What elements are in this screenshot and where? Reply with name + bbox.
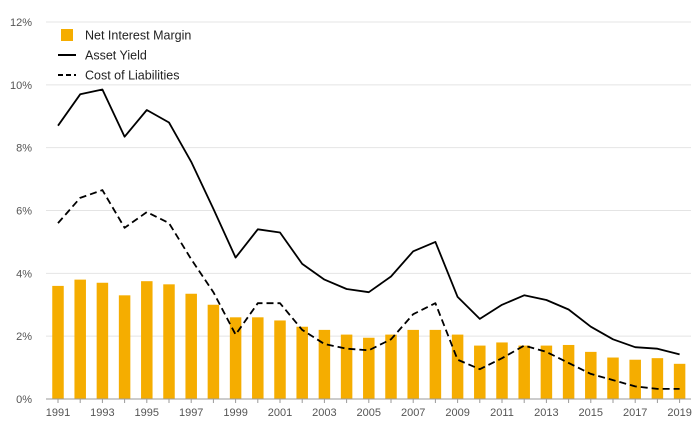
bar-2016 bbox=[607, 357, 619, 399]
bar-2000 bbox=[252, 317, 264, 399]
x-tick-label: 2015 bbox=[579, 407, 603, 419]
x-tick-label: 1993 bbox=[90, 407, 114, 419]
bar-1993 bbox=[96, 282, 109, 399]
bar-2005 bbox=[363, 337, 375, 399]
bar-1992 bbox=[74, 279, 86, 399]
legend: Net Interest Margin Asset Yield Cost of Li… bbox=[58, 29, 191, 83]
bar-2003 bbox=[318, 329, 331, 399]
bar-1997 bbox=[185, 293, 197, 399]
bar-2010 bbox=[474, 345, 486, 399]
bar-2001 bbox=[274, 320, 286, 399]
bar-2007 bbox=[407, 329, 419, 399]
y-tick-label: 0% bbox=[16, 394, 32, 406]
x-tick-label: 2011 bbox=[490, 407, 514, 419]
x-tick-label: 1999 bbox=[223, 407, 247, 419]
x-tick-label: 1991 bbox=[46, 407, 70, 419]
bar-1998 bbox=[207, 304, 220, 399]
grid bbox=[46, 21, 691, 337]
bar-1995 bbox=[141, 281, 153, 399]
legend-label-asset-yield: Asset Yield bbox=[85, 49, 147, 63]
bar-1996 bbox=[163, 284, 175, 399]
x-tick-label: 2007 bbox=[401, 407, 425, 419]
x-tick-label: 2019 bbox=[667, 407, 691, 419]
bar-2015 bbox=[585, 351, 597, 399]
x-tick-label: 2003 bbox=[312, 407, 336, 419]
bar-1999 bbox=[229, 317, 242, 399]
x-tick-label: 2009 bbox=[445, 407, 469, 419]
y-tick-label: 2% bbox=[16, 331, 32, 343]
bar-2006 bbox=[385, 334, 397, 399]
y-tick-label: 8% bbox=[16, 143, 32, 155]
bar-2013 bbox=[540, 345, 553, 399]
cost-of-liabilities-line bbox=[57, 189, 680, 390]
bar-1991 bbox=[52, 285, 64, 399]
y-tick-label: 4% bbox=[16, 268, 32, 280]
bar-2018 bbox=[651, 358, 664, 399]
bar-2017 bbox=[629, 359, 641, 399]
y-tick-label: 6% bbox=[16, 206, 32, 218]
bar-1994 bbox=[118, 295, 131, 399]
x-tick-label: 1995 bbox=[135, 407, 159, 419]
bar-2008 bbox=[429, 329, 442, 399]
axes: 0% 2% 4% 6% 8% 10% 12% 1991 1993 1995 1997 1999 2001… bbox=[10, 17, 692, 419]
x-tick-label: 2001 bbox=[268, 407, 292, 419]
legend-label-cost-of-liabilities: Cost of Liabilities bbox=[85, 69, 180, 83]
bar-2011 bbox=[496, 342, 508, 399]
line-series bbox=[57, 88, 680, 390]
legend-swatch-net-interest-margin bbox=[61, 29, 73, 41]
x-tick-label: 2013 bbox=[534, 407, 558, 419]
y-tick-label: 12% bbox=[10, 17, 32, 29]
bar-2014 bbox=[562, 344, 575, 399]
asset-yield-line bbox=[57, 88, 680, 356]
bar-2004 bbox=[340, 334, 353, 399]
bar-2002 bbox=[296, 326, 308, 399]
x-tick-label: 2005 bbox=[357, 407, 381, 419]
x-tick-label: 1997 bbox=[179, 407, 203, 419]
bar-2009 bbox=[451, 334, 464, 399]
x-tick-label: 2017 bbox=[623, 407, 647, 419]
y-tick-label: 10% bbox=[10, 80, 32, 92]
net-interest-margin-bars bbox=[52, 279, 686, 399]
bar-2019 bbox=[673, 363, 686, 399]
bar-2012 bbox=[518, 345, 530, 399]
legend-label-net-interest-margin: Net Interest Margin bbox=[85, 29, 191, 43]
